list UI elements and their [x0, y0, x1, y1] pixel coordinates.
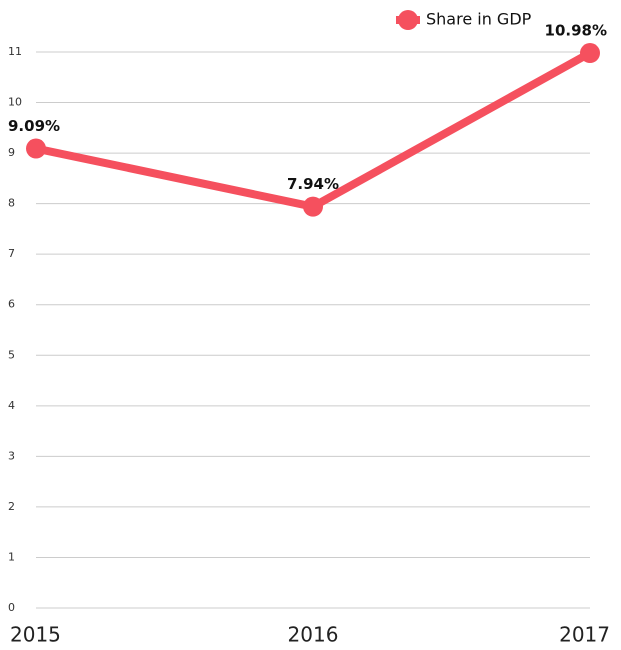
- y-tick-label: 10: [8, 96, 22, 109]
- y-tick-label: 9: [8, 146, 15, 159]
- data-label: 10.98%: [545, 22, 607, 40]
- data-label: 9.09%: [8, 117, 60, 135]
- y-tick-label: 8: [8, 197, 15, 210]
- x-tick-label: 2017: [559, 623, 610, 647]
- y-tick-label: 4: [8, 399, 15, 412]
- y-tick-label: 7: [8, 247, 15, 260]
- data-label: 7.94%: [287, 175, 339, 193]
- y-tick-label: 3: [8, 449, 15, 462]
- y-tick-label: 5: [8, 348, 15, 361]
- x-tick-label: 2016: [288, 623, 339, 647]
- x-tick-label: 2015: [10, 623, 61, 647]
- y-tick-label: 0: [8, 601, 15, 614]
- point: [580, 43, 600, 64]
- legend-label: Share in GDP: [426, 10, 532, 29]
- legend-marker: [398, 10, 418, 30]
- point: [303, 196, 323, 217]
- y-tick-label: 1: [8, 550, 15, 563]
- point: [26, 138, 46, 159]
- y-tick-label: 2: [8, 500, 15, 513]
- y-tick-label: 6: [8, 298, 15, 311]
- y-tick-label: 11: [8, 45, 22, 58]
